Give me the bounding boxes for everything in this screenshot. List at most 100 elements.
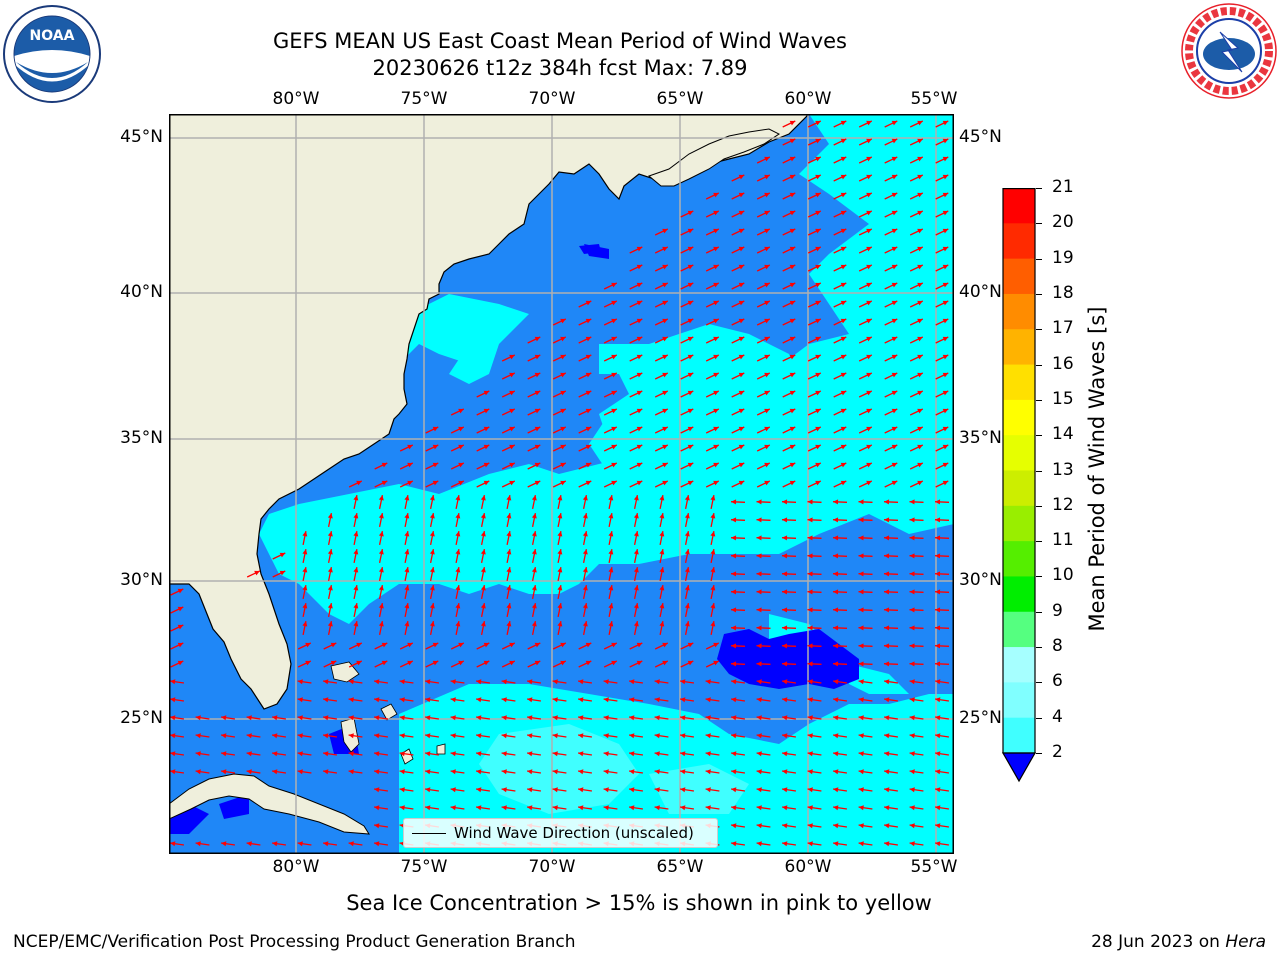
wind-arrow-head: [891, 300, 898, 306]
wind-arrow-head: [578, 805, 584, 811]
colorbar-tick: [1036, 188, 1042, 189]
land-nova-scotia: [648, 128, 780, 187]
wind-arrow-head: [534, 408, 541, 414]
wind-arrow-head: [425, 679, 431, 685]
wind-arrow-head: [633, 585, 639, 591]
wind-arrow-head: [636, 462, 643, 468]
wind-arrow-head: [476, 697, 482, 703]
wind-arrow-head: [195, 841, 201, 847]
wind-arrow-head: [353, 621, 359, 627]
wind-arrow-head: [756, 571, 762, 577]
wind-arrow-head: [509, 426, 515, 432]
wind-arrow-head: [891, 354, 898, 360]
wind-arrow-head: [633, 513, 639, 519]
wind-arrow-head: [884, 607, 890, 613]
wind-arrow-head: [654, 715, 660, 721]
wind-arrow-head: [611, 462, 617, 468]
wind-arrow-head: [731, 715, 737, 721]
wind-arrow-head: [633, 495, 639, 501]
wind-arrow-head: [483, 408, 490, 414]
wind-arrow-head: [764, 156, 770, 162]
wind-arrow-head: [840, 444, 847, 450]
wind-arrow-head: [858, 715, 864, 721]
wind-arrow-head: [756, 517, 762, 523]
wind-arrow-head: [764, 174, 770, 180]
wind-arrow-head: [713, 246, 719, 252]
wind-arrow-head: [506, 567, 512, 573]
wind-arrow-head: [662, 462, 668, 468]
wind-arrow-head: [450, 715, 456, 721]
wind-arrow-head: [866, 120, 872, 126]
wind-arrow-head: [476, 715, 482, 721]
wind-arrow-head: [815, 192, 821, 198]
wind-arrow-head: [425, 697, 431, 703]
wind-arrow-field: [170, 120, 950, 847]
wind-arrow-head: [603, 769, 609, 775]
wind-arrow-head: [917, 228, 923, 234]
wind-arrow-head: [404, 531, 410, 537]
wind-arrow-head: [705, 751, 711, 757]
wind-arrow-head: [840, 228, 847, 234]
wind-arrow-head: [942, 318, 949, 324]
wind-arrow-head: [684, 531, 690, 537]
wind-arrow-head: [480, 549, 486, 555]
wind-arrow-head: [782, 715, 788, 721]
wind-arrow-head: [531, 567, 537, 573]
wind-arrow-head: [582, 495, 588, 501]
wind-arrow-head: [636, 354, 643, 360]
wind-arrow-head: [404, 585, 410, 591]
wind-arrow-head: [713, 462, 719, 468]
wind-arrow-head: [807, 571, 813, 577]
wind-arrow-head: [807, 769, 813, 775]
chart-title: GEFS MEAN US East Coast Mean Period of W…: [273, 29, 847, 53]
wind-arrow-head: [374, 787, 380, 793]
wind-arrow-head: [884, 679, 890, 685]
wind-arrow-head: [917, 462, 923, 468]
wind-arrow-head: [782, 733, 788, 739]
wind-arrow-head: [531, 495, 537, 501]
wind-arrow-head: [891, 246, 898, 252]
wind-arrow-head: [713, 318, 719, 324]
wind-arrow-head: [840, 300, 847, 306]
wind-arrow-head: [480, 513, 486, 519]
wind-arrow-head: [738, 318, 745, 324]
wind-arrow-head: [884, 589, 890, 595]
wind-arrow-head: [636, 318, 643, 324]
wind-arrow-head: [917, 192, 923, 198]
wind-arrow-head: [840, 318, 847, 324]
wind-arrow-head: [858, 733, 864, 739]
wind-arrow-head: [582, 567, 588, 573]
wind-arrow-head: [501, 679, 507, 685]
colorbar-title: Mean Period of Wind Waves [s]: [1085, 306, 1109, 632]
wind-arrow-head: [560, 390, 566, 396]
wind-arrow-head: [684, 621, 690, 627]
wind-arrow-head: [552, 769, 558, 775]
wind-arrow-head: [458, 444, 464, 450]
wind-arrow-head: [789, 354, 796, 360]
wind-arrow-head: [399, 787, 405, 793]
wind-arrow-head: [684, 603, 690, 609]
wind-arrow-head: [654, 805, 660, 811]
wind-arrow-head: [815, 444, 821, 450]
colorbar-tick: [1036, 611, 1042, 613]
wind-arrow-head: [476, 751, 482, 757]
wind-arrow-head: [858, 607, 864, 613]
wind-arrow-head: [891, 426, 898, 432]
wind-arrow-head: [833, 589, 839, 595]
wind-arrow-head: [687, 372, 694, 378]
wind-arrow-head: [480, 621, 486, 627]
wind-arrow-head: [221, 769, 227, 775]
lat-tick-left: 25°N: [120, 708, 163, 728]
wind-arrow-head: [713, 660, 719, 666]
wind-arrow-head: [611, 372, 617, 378]
wind-arrow-head: [611, 318, 617, 324]
colorbar-segment: [1003, 223, 1035, 260]
map-gridlines: [169, 114, 954, 854]
wind-arrow-head: [713, 372, 719, 378]
wind-arrow-head: [807, 733, 813, 739]
wind-arrow-head: [731, 751, 737, 757]
colorbar-segment: [1003, 293, 1035, 330]
wind-arrow-head: [917, 426, 923, 432]
wind-arrow-head: [705, 697, 711, 703]
wind-arrow-head: [909, 553, 915, 559]
